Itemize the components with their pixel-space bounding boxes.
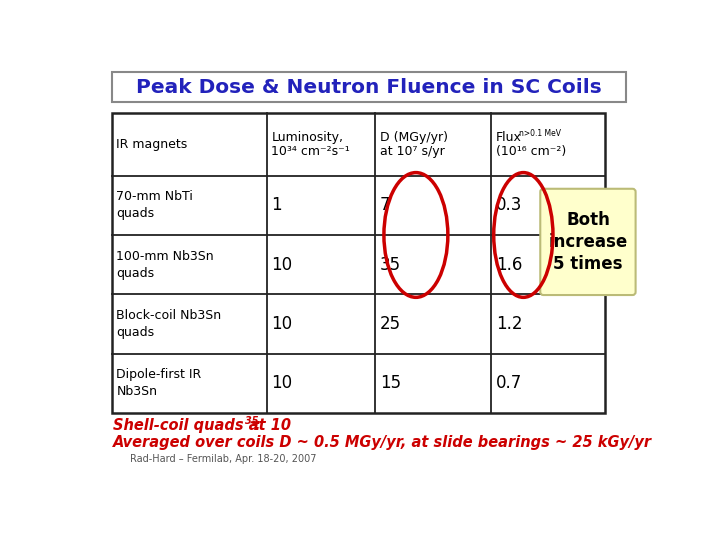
Text: 1.2: 1.2	[496, 315, 523, 333]
Text: 70-mm NbTi
quads: 70-mm NbTi quads	[117, 190, 193, 220]
Text: Dipole-first IR
Nb3Sn: Dipole-first IR Nb3Sn	[117, 368, 202, 398]
Text: IR magnets: IR magnets	[117, 138, 188, 151]
Text: 10: 10	[271, 255, 292, 274]
Text: Luminosity,: Luminosity,	[271, 131, 343, 144]
Text: 10: 10	[271, 315, 292, 333]
Text: 100-mm Nb3Sn
quads: 100-mm Nb3Sn quads	[117, 249, 214, 280]
FancyBboxPatch shape	[540, 189, 636, 295]
Text: (10¹⁶ cm⁻²): (10¹⁶ cm⁻²)	[496, 145, 567, 158]
Text: 0.3: 0.3	[496, 197, 523, 214]
Text: 1.6: 1.6	[496, 255, 523, 274]
Text: 0.7: 0.7	[496, 374, 522, 392]
Text: 10: 10	[271, 374, 292, 392]
Text: 1: 1	[271, 197, 282, 214]
Text: 35: 35	[245, 416, 258, 426]
Text: Both
increase
5 times: Both increase 5 times	[549, 211, 628, 273]
Text: Averaged over coils D ~ 0.5 MGy/yr, at slide bearings ~ 25 kGy/yr: Averaged over coils D ~ 0.5 MGy/yr, at s…	[113, 435, 652, 450]
Text: D (MGy/yr): D (MGy/yr)	[380, 131, 448, 144]
Text: 35: 35	[380, 255, 401, 274]
Text: n>0.1 MeV: n>0.1 MeV	[519, 129, 562, 138]
Text: at 10⁷ s/yr: at 10⁷ s/yr	[380, 145, 445, 158]
Text: :: :	[254, 417, 260, 433]
Text: 10³⁴ cm⁻²s⁻¹: 10³⁴ cm⁻²s⁻¹	[271, 145, 350, 158]
Text: Peak Dose & Neutron Fluence in SC Coils: Peak Dose & Neutron Fluence in SC Coils	[136, 78, 602, 97]
Text: Block-coil Nb3Sn
quads: Block-coil Nb3Sn quads	[117, 309, 222, 339]
Text: 15: 15	[380, 374, 401, 392]
Text: Flux: Flux	[496, 131, 522, 144]
Bar	[112, 112, 606, 413]
Bar	[112, 72, 626, 102]
Text: 7: 7	[380, 197, 390, 214]
Text: Shell-coil quads at 10: Shell-coil quads at 10	[113, 417, 292, 433]
Text: 25: 25	[380, 315, 401, 333]
Text: Rad-Hard – Fermilab, Apr. 18-20, 2007: Rad-Hard – Fermilab, Apr. 18-20, 2007	[130, 454, 317, 464]
